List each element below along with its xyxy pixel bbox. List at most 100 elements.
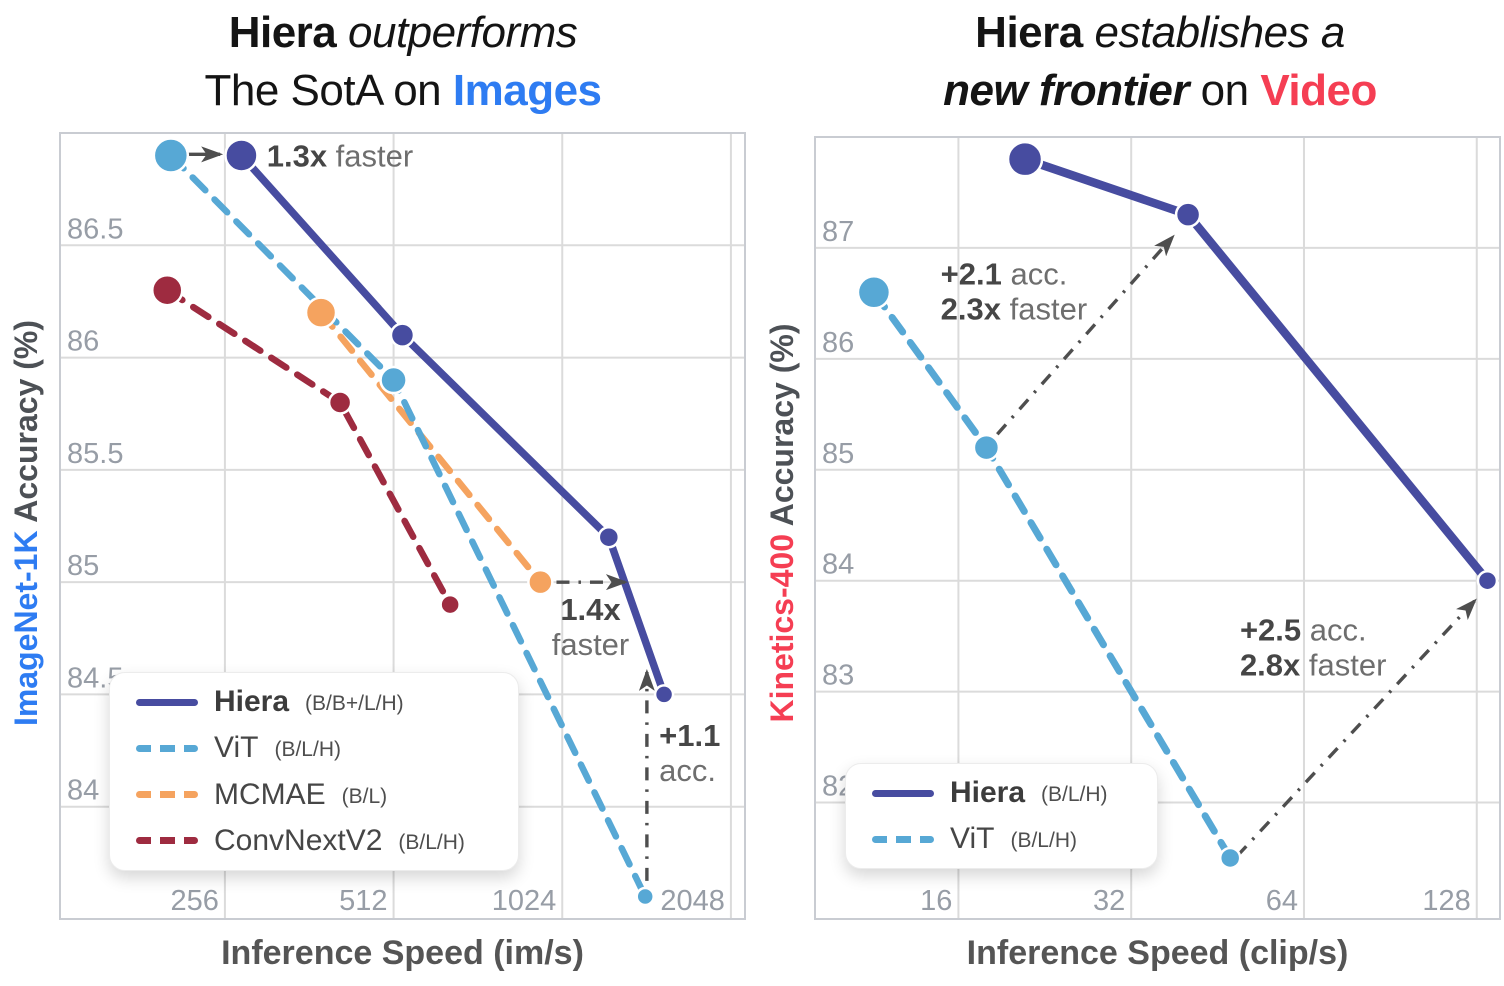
left-x-axis-title: Inference Speed (im/s) [221, 934, 584, 972]
y-tick-label: 85 [822, 438, 854, 470]
x-tick-label: 256 [171, 885, 219, 917]
y-tick-label: 86 [67, 326, 99, 358]
x-tick-label: 16 [920, 885, 952, 917]
convnextv2-point [150, 273, 184, 307]
legend-item-mcmae: MCMAE (B/L) [110, 778, 518, 812]
plus-1.1-acc-text: +1.1 [659, 718, 720, 753]
y-tick-label: 86 [822, 327, 854, 359]
right-x-axis-title: Inference Speed (clip/s) [966, 934, 1349, 972]
legend-item-vit: ViT (B/L/H) [110, 731, 518, 765]
y-axis-title-segment: Accuracy (%) [764, 323, 800, 527]
y-tick-label: 86.5 [67, 213, 123, 245]
title-segment: Hiera [228, 8, 337, 57]
y-tick-label: 84 [67, 775, 99, 807]
y-tick-label: 85.5 [67, 438, 123, 470]
y-axis-title-segment: ImageNet-1K [8, 522, 44, 727]
title-segment [1083, 8, 1095, 57]
hiera-line [1020, 154, 1492, 585]
right-legend: Hiera (B/L/H) ViT (B/L/H) [845, 763, 1158, 869]
convnextv2-point [439, 593, 461, 616]
1.4x-faster-text: 1.4x [560, 592, 621, 627]
plus-2.1-acc-2.3x-faster-arrow [996, 234, 1175, 436]
plus-2.1-acc-2.3x-faster-text: 2.3x faster [941, 291, 1087, 326]
1.4x-faster-text: faster [552, 627, 630, 662]
y-tick-label: 87 [822, 216, 854, 248]
plus-2.5-acc-2.8x-faster-text: 2.8x faster [1240, 647, 1387, 682]
vit-point [1218, 846, 1242, 870]
hiera-line [237, 151, 668, 699]
plot-border [59, 132, 746, 920]
convnextv2-point [327, 390, 353, 415]
plot-border [814, 136, 1501, 920]
plus-2.5-acc-2.8x-faster-text: +2.5 acc. [1240, 612, 1367, 647]
left-y-axis-title: ImageNet-1K Accuracy (%) [8, 178, 50, 868]
vit-line-sample [136, 744, 198, 752]
mcmae-line-sample [136, 791, 198, 799]
plus-1.1-acc-text: acc. [659, 753, 716, 788]
x-tick-label: 1024 [492, 885, 557, 917]
legend-variants: (B/L/H) [1010, 829, 1077, 852]
1.3x-faster-text: 1.3x faster [267, 138, 414, 173]
vit-point [379, 365, 408, 395]
y-axis-title-segment: Kinetics-400 [764, 526, 800, 723]
x-tick-label: 64 [1266, 885, 1298, 917]
title-segment: on [1188, 66, 1261, 115]
title-segment: establishes a [1094, 8, 1345, 57]
hiera-point [1174, 201, 1202, 228]
hiera-point [1476, 569, 1499, 592]
x-tick-label: 512 [339, 885, 387, 917]
x-tick-label: 32 [1093, 885, 1125, 917]
legend-label: ConvNextV2 [214, 823, 383, 857]
vit-point [152, 137, 190, 174]
hiera-line-sample [136, 698, 198, 706]
chart-title-line: new frontier on Video [805, 62, 1504, 120]
x-tick-label: 128 [1422, 885, 1470, 917]
legend-variants: (B/L/H) [1041, 783, 1108, 806]
hiera-point [389, 322, 416, 348]
y-tick-label: 85 [67, 550, 99, 582]
mcmae-point [527, 568, 554, 596]
legend-item-hiera: Hiera (B/B+/L/H) [110, 685, 518, 719]
legend-label: ViT [950, 822, 995, 855]
legend-variants: (B/L/H) [274, 738, 341, 762]
legend-label: Hiera [214, 685, 290, 719]
hiera-point [597, 525, 621, 549]
hiera-point [653, 684, 675, 705]
mcmae-line [317, 309, 544, 586]
left-legend: Hiera (B/B+/L/H) ViT (B/L/H) MCMAE (B/L) ConvN… [109, 672, 519, 871]
y-tick-label: 84 [822, 549, 854, 581]
legend-item-hiera: Hiera (B/L/H) [846, 776, 1157, 810]
title-segment: outperforms [348, 8, 578, 57]
legend-label: Hiera [950, 776, 1026, 809]
plus-2.5-acc-2.8x-faster-arrow [1236, 598, 1477, 857]
convnextv2-line-sample [136, 837, 198, 845]
legend-variants: (B/B+/L/H) [305, 692, 404, 716]
y-axis-title-segment: Accuracy (%) [8, 319, 44, 523]
title-segment: Hiera [975, 8, 1083, 57]
legend-variants: (B/L) [341, 784, 388, 808]
right-chart-title: Hiera establishes a new frontier on Video [805, 4, 1504, 120]
vit-point [856, 275, 892, 310]
plus-2.1-acc-2.3x-faster-text: +2.1 acc. [941, 256, 1068, 291]
title-segment: Video [1260, 66, 1377, 115]
chart-title-line: Hiera outperforms [48, 4, 758, 62]
legend-item-convnextv2: ConvNextV2 (B/L/H) [110, 824, 518, 858]
left-chart-title: Hiera outperforms The SotA on Images [48, 4, 758, 120]
title-segment [336, 8, 348, 57]
x-tick-label: 2048 [660, 885, 725, 917]
legend-label: ViT [214, 731, 259, 765]
vit-point [972, 433, 1001, 462]
vit-point [635, 886, 655, 907]
vit-line-sample [872, 835, 934, 843]
legend-label: MCMAE [214, 777, 326, 811]
chart-title-line: The SotA on Images [48, 62, 758, 120]
legend-variants: (B/L/H) [398, 830, 465, 854]
title-segment: new frontier [943, 66, 1189, 115]
mcmae-point [304, 296, 338, 329]
chart-title-line: Hiera establishes a [805, 4, 1504, 62]
y-tick-label: 83 [822, 660, 854, 692]
legend-item-vit: ViT (B/L/H) [846, 822, 1157, 856]
